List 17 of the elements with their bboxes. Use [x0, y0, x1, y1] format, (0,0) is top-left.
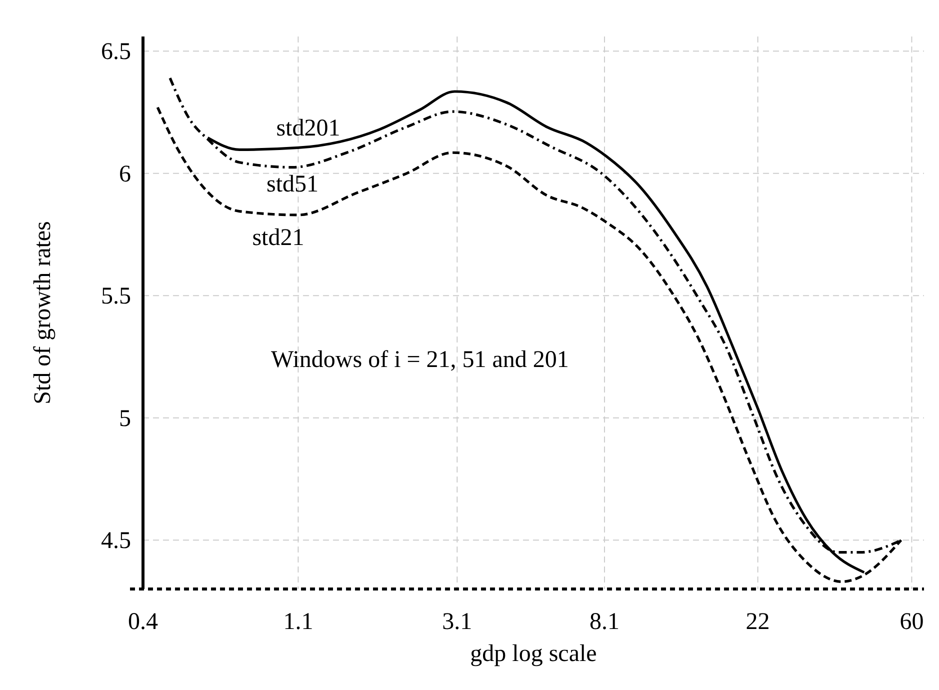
x-tick-label: 3.1 — [442, 609, 472, 635]
x-tick-label: 60 — [900, 609, 924, 635]
x-tick-label: 1.1 — [283, 609, 314, 635]
y-tick-label: 6 — [119, 161, 131, 188]
y-tick-label: 6.5 — [101, 39, 131, 66]
y-axis-title: Std of growth rates — [30, 221, 56, 404]
y-tick-label: 4.5 — [101, 528, 131, 554]
x-axis-title: gdp log scale — [470, 641, 597, 667]
x-tick-label: 0.4 — [128, 609, 158, 635]
annotation: Windows of i = 21, 51 and 201 — [271, 347, 569, 373]
y-tick-label: 5.5 — [101, 284, 131, 310]
x-tick-label: 8.1 — [590, 609, 620, 635]
x-tick-label: 22 — [746, 609, 770, 635]
series-label: std21 — [252, 224, 304, 251]
y-tick-label: 5 — [119, 406, 131, 432]
series-label: std51 — [266, 171, 319, 198]
series-label: std201 — [276, 116, 340, 142]
